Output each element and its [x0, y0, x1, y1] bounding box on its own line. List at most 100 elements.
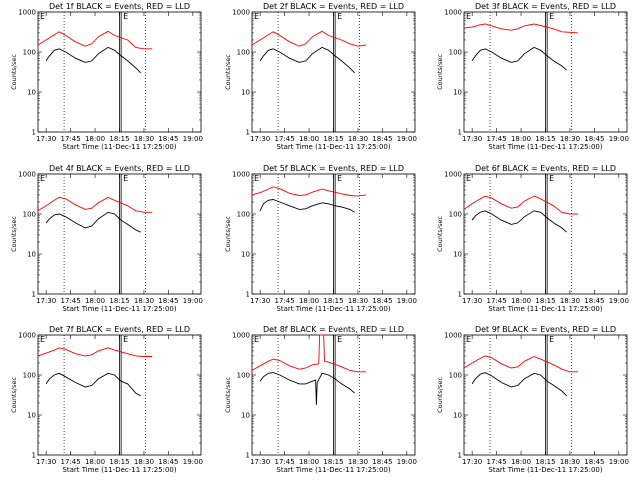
- y-axis-label: Counts/sec: [224, 216, 232, 252]
- panel-title: Det 6f BLACK = Events, RED = LLD: [475, 164, 616, 173]
- y-tick-label: 1000: [18, 332, 36, 340]
- x-tick-label: 18:15: [323, 297, 343, 305]
- events-series-line: [259, 199, 355, 213]
- lld-series-line: [463, 195, 579, 215]
- x-tick-label: 17:30: [462, 458, 482, 466]
- flag-right: E: [549, 335, 554, 344]
- x-tick-label: 18:15: [535, 297, 555, 305]
- y-tick-label: 1: [246, 452, 250, 460]
- x-tick-label: 18:15: [323, 458, 343, 466]
- x-tick-label: 19:00: [397, 297, 417, 305]
- x-tick-label: 19:00: [609, 297, 629, 305]
- x-tick-label: 17:30: [462, 135, 482, 143]
- flag-right: E: [549, 174, 554, 183]
- y-axis-label: Counts/sec: [10, 216, 18, 252]
- x-tick-label: 18:30: [348, 458, 368, 466]
- lld-series-line: [37, 196, 153, 213]
- panel-6: Det 6f BLACK = Events, RED = LLD 1 10 100 10…: [436, 164, 629, 313]
- y-tick-label: 100: [449, 49, 462, 57]
- y-tick-label: 10: [27, 89, 36, 97]
- flag-left: E: [466, 174, 471, 183]
- y-tick-label: 10: [453, 251, 462, 259]
- y-tick-label: 1: [458, 291, 462, 299]
- panel-title: Det 5f BLACK = Events, RED = LLD: [263, 164, 404, 173]
- x-tick-label: 19:00: [609, 458, 629, 466]
- y-tick-label: 10: [241, 89, 250, 97]
- x-axis-label: Start Time (11-Dec-11 17:25:00): [62, 466, 176, 474]
- panel-title: Det 7f BLACK = Events, RED = LLD: [49, 325, 190, 334]
- flag-left: E: [254, 335, 259, 344]
- y-tick-label: 10: [27, 251, 36, 259]
- x-tick-label: 18:30: [134, 135, 154, 143]
- x-axis-label: Start Time (11-Dec-11 17:25:00): [488, 466, 602, 474]
- events-series-line: [471, 210, 567, 233]
- panel-title: Det 2f BLACK = Events, RED = LLD: [263, 2, 404, 11]
- x-tick-label: 18:45: [158, 458, 178, 466]
- x-tick-label: 18:30: [560, 297, 580, 305]
- x-tick-label: 18:15: [535, 135, 555, 143]
- y-tick-label: 100: [449, 372, 462, 380]
- x-tick-label: 19:00: [397, 135, 417, 143]
- x-tick-label: 18:30: [560, 458, 580, 466]
- lld-series-line: [37, 347, 153, 357]
- y-tick-label: 1000: [18, 9, 36, 17]
- y-tick-label: 1: [458, 129, 462, 137]
- flag-left: E: [254, 174, 259, 183]
- lld-series-line: [37, 30, 153, 50]
- y-tick-label: 10: [453, 89, 462, 97]
- y-tick-label: 1000: [232, 332, 250, 340]
- lld-series-line: [251, 30, 367, 47]
- x-tick-label: 17:30: [36, 458, 56, 466]
- flag-left: E: [40, 12, 45, 21]
- x-axis-label: Start Time (11-Dec-11 17:25:00): [488, 143, 602, 151]
- x-tick-label: 18:00: [85, 458, 105, 466]
- y-tick-label: 100: [23, 211, 36, 219]
- x-tick-label: 18:00: [85, 135, 105, 143]
- flag-right: E: [337, 12, 342, 21]
- x-tick-label: 18:00: [299, 297, 319, 305]
- x-tick-label: 17:30: [36, 297, 56, 305]
- y-axis-label: Counts/sec: [436, 216, 444, 252]
- y-tick-label: 100: [237, 372, 250, 380]
- panel-title: Det 4f BLACK = Events, RED = LLD: [49, 164, 190, 173]
- y-axis-label: Counts/sec: [224, 377, 232, 413]
- y-axis-label: Counts/sec: [224, 54, 232, 90]
- x-tick-label: 18:30: [134, 297, 154, 305]
- panel-8: Det 8f BLACK = Events, RED = LLD 1 10 100 10…: [224, 325, 417, 474]
- x-tick-label: 18:45: [158, 135, 178, 143]
- x-tick-label: 17:30: [250, 297, 270, 305]
- y-tick-label: 100: [23, 49, 36, 57]
- flag-left: E: [466, 12, 471, 21]
- y-tick-label: 100: [23, 372, 36, 380]
- x-tick-label: 19:00: [183, 297, 203, 305]
- flag-left: E: [40, 335, 45, 344]
- y-tick-label: 1000: [18, 171, 36, 179]
- x-tick-label: 18:30: [560, 135, 580, 143]
- flag-left: E: [466, 335, 471, 344]
- x-tick-label: 18:00: [85, 297, 105, 305]
- panel-1: Det 1f BLACK = Events, RED = LLD 1 10 100 10…: [10, 2, 203, 151]
- y-tick-label: 1: [246, 291, 250, 299]
- events-series-line: [259, 46, 356, 74]
- x-tick-label: 18:45: [158, 297, 178, 305]
- x-axis-label: Start Time (11-Dec-11 17:25:00): [276, 305, 390, 313]
- panel-7: Det 7f BLACK = Events, RED = LLD 1 10 100 10…: [10, 325, 203, 474]
- events-series-line: [259, 372, 355, 405]
- panel-title: Det 3f BLACK = Events, RED = LLD: [475, 2, 616, 11]
- x-tick-label: 18:00: [299, 458, 319, 466]
- lld-series-line: [463, 355, 579, 373]
- x-tick-label: 18:00: [511, 458, 531, 466]
- x-tick-label: 17:45: [61, 297, 81, 305]
- x-tick-label: 19:00: [609, 135, 629, 143]
- events-series-line: [471, 372, 568, 397]
- x-tick-label: 17:45: [61, 458, 81, 466]
- flag-right: E: [123, 174, 128, 183]
- panel-5: Det 5f BLACK = Events, RED = LLD 1 10 100 10…: [224, 164, 417, 313]
- x-tick-label: 18:30: [348, 297, 368, 305]
- panel-title: Det 8f BLACK = Events, RED = LLD: [263, 325, 404, 334]
- flag-left: E: [40, 174, 45, 183]
- x-tick-label: 17:45: [61, 135, 81, 143]
- x-tick-label: 18:15: [109, 135, 129, 143]
- y-tick-label: 1: [32, 291, 36, 299]
- x-tick-label: 17:30: [36, 135, 56, 143]
